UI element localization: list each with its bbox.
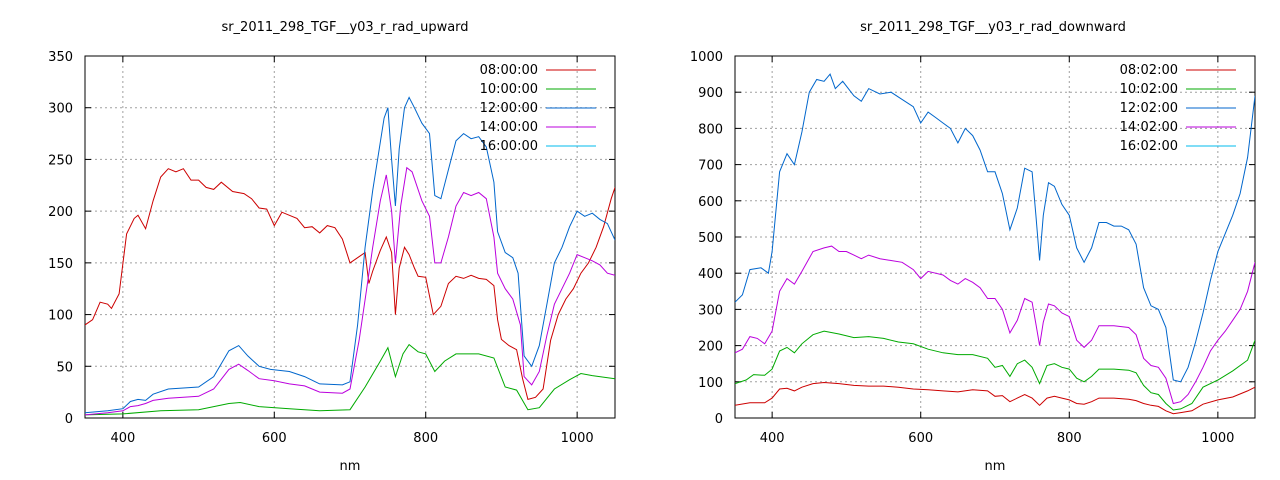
- legend-label: 16:02:00: [1120, 139, 1178, 154]
- y-tick-label: 700: [698, 159, 723, 174]
- y-tick-label: 50: [56, 360, 73, 375]
- x-tick-label: 600: [908, 431, 933, 446]
- y-tick-label: 800: [698, 122, 723, 137]
- legend-label: 12:00:00: [480, 101, 538, 116]
- x-axis-label: nm: [985, 459, 1006, 474]
- plot-frame: [84, 55, 616, 419]
- y-tick-label: 100: [48, 309, 73, 324]
- chart-title: sr_2011_298_TGF__y03_r_rad_upward: [221, 20, 468, 35]
- legend-label: 14:02:00: [1120, 120, 1178, 135]
- y-tick-label: 500: [698, 231, 723, 246]
- y-tick-label: 0: [65, 412, 73, 427]
- x-tick-label: 1000: [1201, 431, 1234, 446]
- y-tick-label: 300: [698, 303, 723, 318]
- x-tick-label: 800: [1057, 431, 1082, 446]
- series-line-120000: [85, 96, 615, 414]
- downward-radiance-chart: sr_2011_298_TGF__y03_r_rad_downward 400 60…: [690, 20, 1256, 474]
- series-line-140200: [735, 245, 1255, 405]
- y-tick-label: 250: [48, 153, 73, 168]
- legend-label: 08:00:00: [480, 63, 538, 78]
- chart-title: sr_2011_298_TGF__y03_r_rad_downward: [860, 20, 1126, 35]
- legend-label: 10:00:00: [480, 82, 538, 97]
- y-tick-label: 100: [698, 376, 723, 391]
- y-tick-label: 600: [698, 195, 723, 210]
- x-tick-label: 400: [110, 431, 135, 446]
- series-line-080200: [735, 381, 1255, 415]
- y-tick-label: 900: [698, 86, 723, 101]
- series-line-080000: [85, 168, 615, 401]
- legend-label: 16:00:00: [480, 139, 538, 154]
- series-line-100200: [735, 330, 1255, 411]
- legend-label: 08:02:00: [1120, 63, 1178, 78]
- upward-radiance-chart: sr_2011_298_TGF__y03_r_rad_upward 400 600 8…: [48, 20, 616, 474]
- legend-label: 12:02:00: [1120, 101, 1178, 116]
- y-tick-label: 150: [48, 257, 73, 272]
- y-tick-label: 200: [698, 340, 723, 355]
- y-tick-label: 300: [48, 102, 73, 117]
- x-tick-label: 400: [760, 431, 785, 446]
- y-tick-label: 0: [715, 412, 723, 427]
- x-tick-label: 1000: [561, 431, 594, 446]
- x-tick-label: 800: [413, 431, 438, 446]
- y-tick-label: 200: [48, 205, 73, 220]
- y-tick-label: 350: [48, 50, 73, 65]
- series-line-120200: [735, 73, 1255, 383]
- y-tick-label: 400: [698, 267, 723, 282]
- x-tick-label: 600: [262, 431, 287, 446]
- series-line-140000: [85, 166, 615, 416]
- series-line-100000: [85, 343, 615, 416]
- x-axis-label: nm: [340, 459, 361, 474]
- legend-label: 14:00:00: [480, 120, 538, 135]
- legend-label: 10:02:00: [1120, 82, 1178, 97]
- y-tick-label: 1000: [690, 50, 723, 65]
